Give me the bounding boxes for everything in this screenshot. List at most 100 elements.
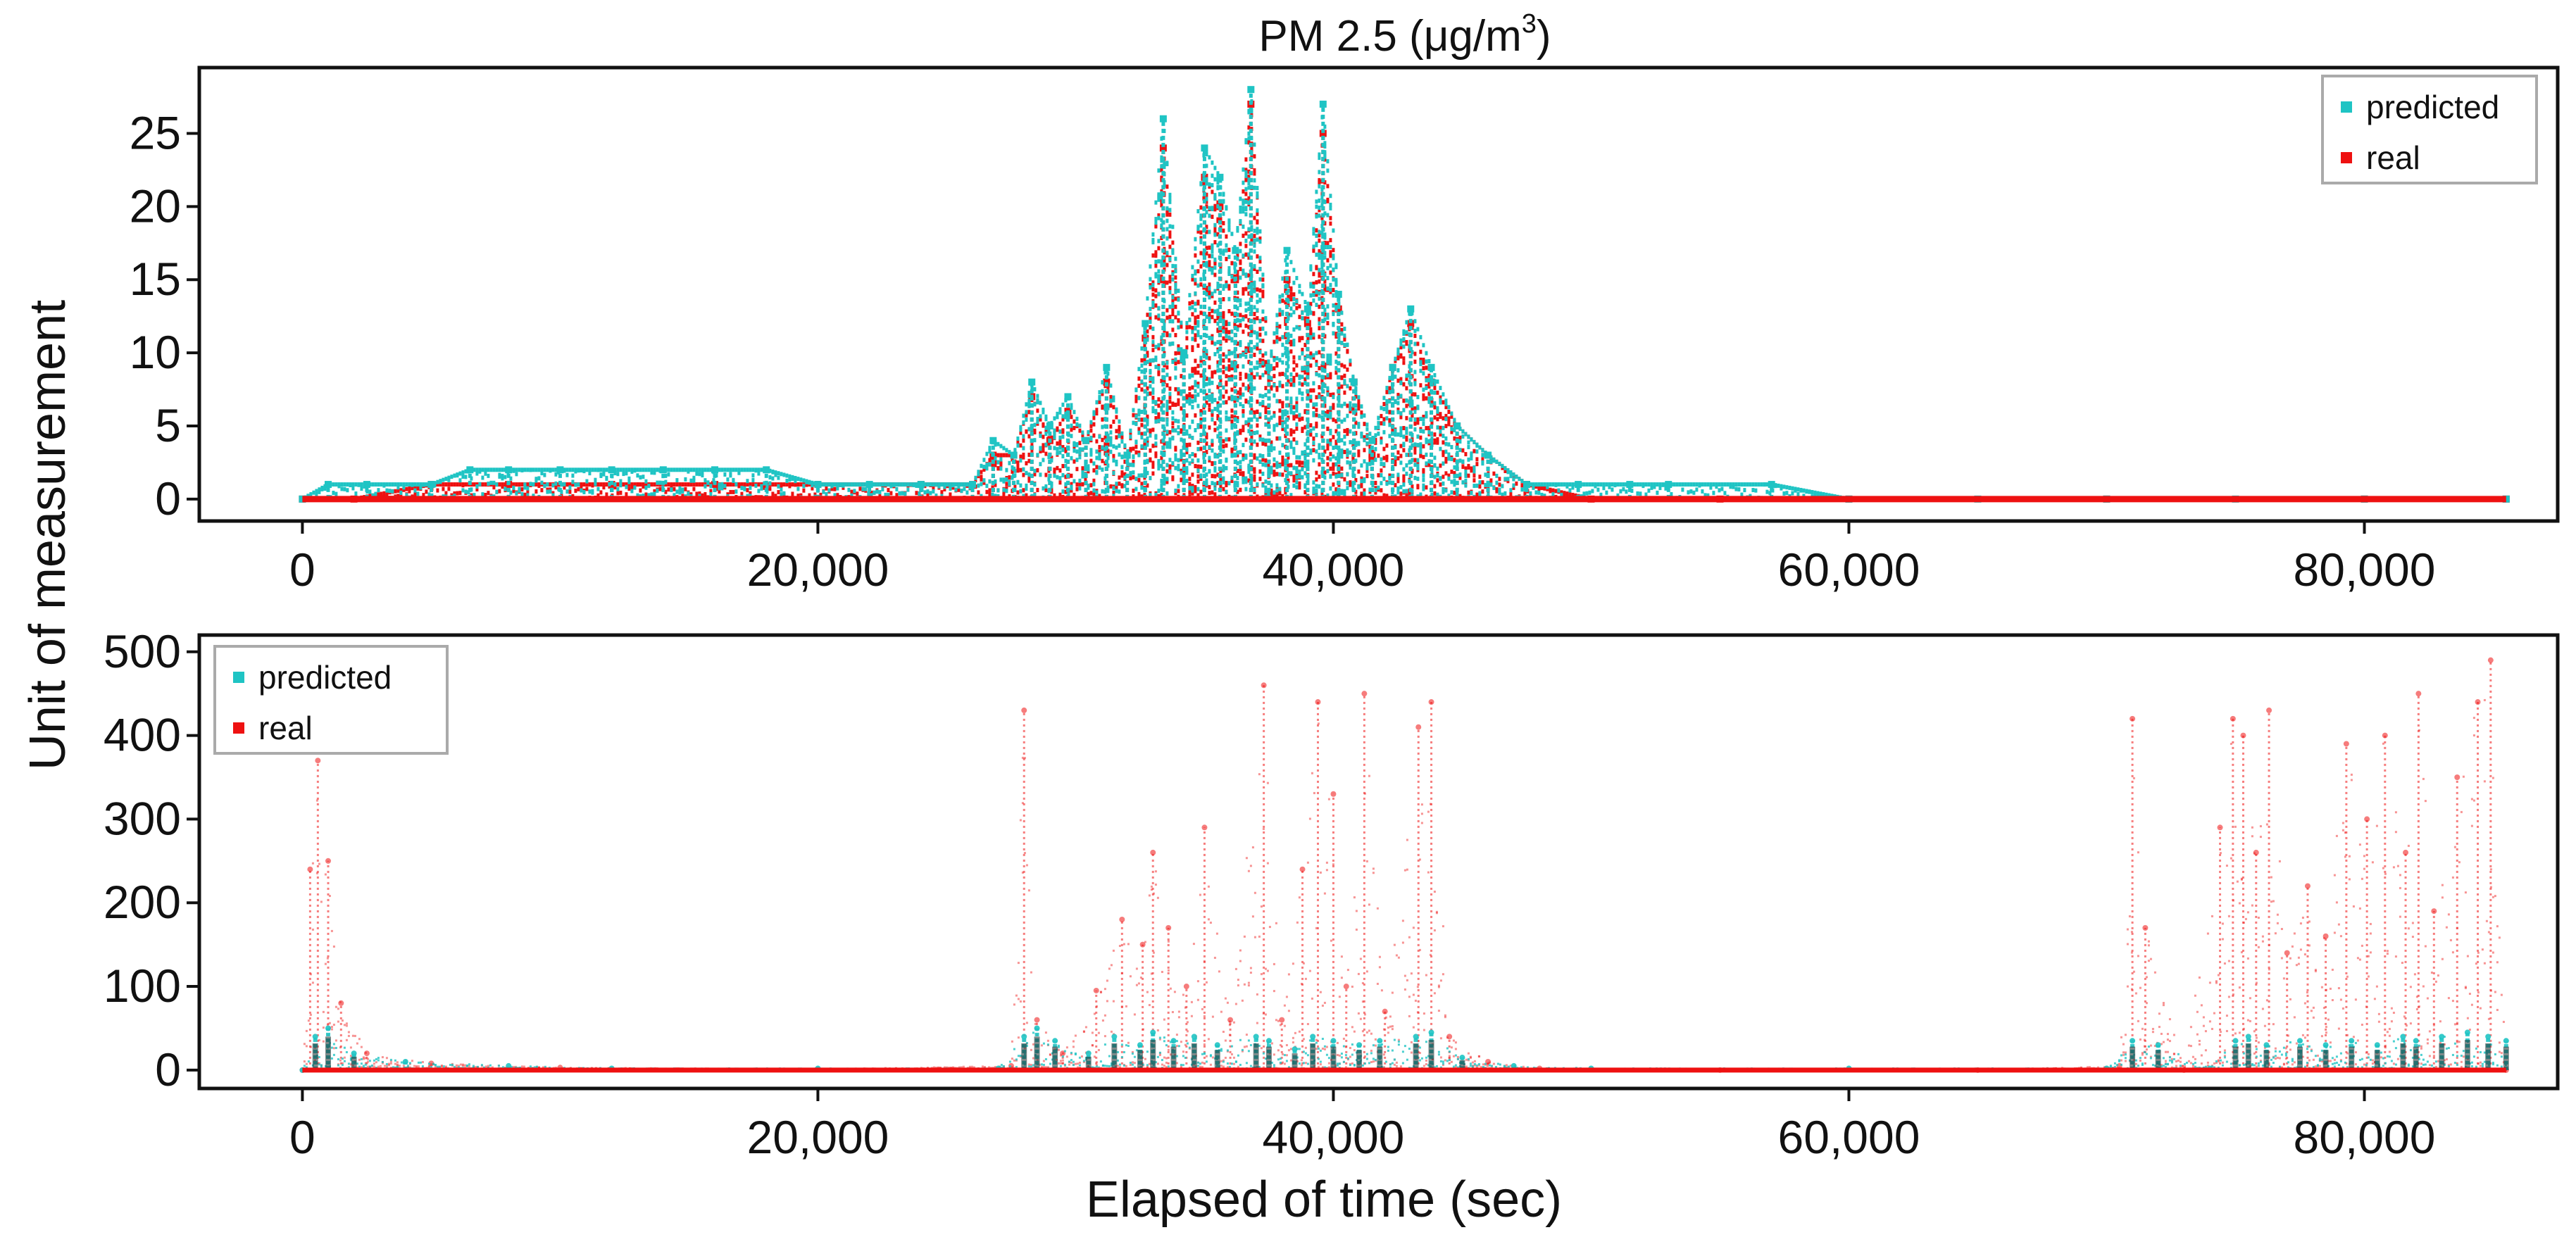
scatter-dot-real — [1261, 317, 1265, 322]
scatter-dot-real — [1134, 398, 1138, 403]
scatter-dot-real — [1436, 478, 1439, 483]
scatter-dot-predicted — [1253, 386, 1256, 391]
scatter-dot-predicted — [470, 467, 473, 472]
scatter-dot-predicted — [757, 471, 761, 476]
scatter-dot-predicted — [1168, 469, 1172, 474]
scatter-dot-predicted — [661, 485, 665, 490]
scatter-dot-predicted — [616, 472, 620, 477]
scatter-dot-predicted — [1174, 285, 1177, 290]
scatter-dot-predicted — [1177, 289, 1180, 294]
scatter-dot-predicted — [1222, 199, 1225, 204]
scatter-dot-real — [1256, 409, 1259, 414]
scatter-dot-predicted — [520, 467, 524, 472]
scatter-dot-predicted — [1208, 316, 1211, 321]
scatter-dot-predicted — [1242, 199, 1245, 203]
scatter-dot-predicted — [1208, 230, 1211, 234]
scatter-dot-real — [1422, 393, 1425, 398]
scatter-dot-predicted — [1194, 308, 1197, 313]
scatter-dot-predicted — [509, 467, 513, 472]
scatter-dot-predicted — [1123, 443, 1127, 448]
scatter-dot-predicted — [1165, 161, 1169, 165]
scatter-dot-real — [1042, 422, 1045, 427]
scatter-dot-predicted — [1202, 418, 1206, 422]
scatter-dot-real — [1227, 284, 1231, 289]
scatter-dot-predicted — [1109, 436, 1113, 441]
scatter-dot-predicted — [957, 482, 961, 487]
scatter-dot-predicted — [1182, 349, 1186, 353]
scatter-dot-real — [1574, 493, 1577, 498]
scatter-dot-real — [704, 491, 707, 496]
scatter-dot-predicted — [1168, 444, 1172, 449]
scatter-dot-real — [1044, 429, 1048, 434]
scatter-dot-predicted — [416, 482, 420, 487]
scatter-dot-predicted — [1163, 129, 1166, 134]
scatter-dot-predicted — [1132, 420, 1135, 425]
scatter-dot-predicted — [1208, 206, 1211, 211]
scatter-dot-real — [1222, 352, 1225, 357]
scatter-dot-predicted — [1236, 318, 1239, 323]
scatter-dot-predicted — [1242, 404, 1245, 409]
scatter-dot-real — [1205, 204, 1208, 209]
scatter-dot-real — [1354, 489, 1358, 494]
scatter-dot-predicted — [1120, 455, 1124, 460]
scatter-dot-predicted — [1171, 250, 1175, 255]
scatter-dot-predicted — [1216, 284, 1220, 289]
scatter-dot-real — [1168, 429, 1172, 434]
scatter-dot-predicted — [501, 467, 504, 472]
scatter-dot-real — [1253, 474, 1256, 479]
scatter-dot-real — [996, 466, 1000, 471]
scatter-dot-real — [1380, 488, 1383, 493]
scatter-dot-real — [1329, 252, 1332, 257]
scatter-dot-predicted — [768, 481, 772, 486]
scatter-dot-predicted — [1002, 479, 1006, 484]
scatter-dot-predicted — [1036, 416, 1039, 421]
scatter-dot-real — [1112, 420, 1115, 425]
scatter-dot-real — [777, 490, 780, 495]
scatter-dot-predicted — [1205, 478, 1208, 483]
scatter-dot-real — [1103, 435, 1107, 440]
scatter-dot-real — [1098, 444, 1101, 449]
scatter-dot-real — [1323, 362, 1327, 367]
scatter-dot-predicted — [1219, 185, 1223, 190]
scatter-dot-predicted — [1208, 377, 1211, 382]
scatter-dot-predicted — [1171, 303, 1175, 308]
scatter-dot-real — [796, 482, 800, 487]
scatter-dot-predicted — [334, 482, 338, 487]
scatter-dot-predicted — [619, 483, 623, 488]
scatter-dot-real — [1213, 474, 1217, 479]
scatter-dot-predicted — [1202, 378, 1206, 383]
scatter-dot-real — [1165, 211, 1169, 215]
scatter-dot-real — [1092, 478, 1096, 483]
scatter-dot-predicted — [1247, 306, 1251, 311]
scatter-dot-predicted — [1058, 450, 1062, 455]
figure-xlabel: Elapsed of time (sec) — [1086, 1172, 1562, 1228]
scatter-dot-predicted — [816, 488, 820, 493]
scatter-dot-predicted — [923, 482, 927, 487]
scatter-dot-real — [1422, 415, 1425, 420]
scatter-dot-predicted — [1129, 470, 1132, 475]
scatter-dot-predicted — [1188, 486, 1192, 491]
scatter-dot-real — [492, 485, 496, 490]
scatter-dot-predicted — [546, 482, 549, 487]
scatter-dot-predicted — [1157, 291, 1161, 296]
scatter-dot-predicted — [1106, 433, 1110, 438]
scatter-dot-predicted — [780, 487, 783, 492]
scatter-dot-real — [1140, 482, 1144, 487]
scatter-dot-real — [1405, 386, 1408, 391]
scatter-dot-real — [1022, 488, 1025, 493]
scatter-dot-predicted — [1092, 461, 1096, 466]
scatter-dot-real — [1402, 356, 1406, 361]
scatter-dot-predicted — [636, 493, 639, 498]
scatter-dot-predicted — [749, 485, 752, 490]
scatter-dot-predicted — [554, 481, 558, 486]
scatter-dot-real — [1208, 425, 1211, 430]
scatter-dot-predicted — [1199, 420, 1203, 425]
scatter-dot-real — [1171, 477, 1175, 482]
scatter-dot-real — [1258, 477, 1262, 482]
scatter-dot-real — [1295, 306, 1299, 310]
scatter-dot-real — [1261, 277, 1265, 282]
scatter-dot-predicted — [1244, 476, 1248, 481]
scatter-dot-predicted — [1256, 342, 1259, 347]
scatter-dot-predicted — [1180, 390, 1183, 395]
scatter-dot-predicted — [1160, 263, 1163, 268]
